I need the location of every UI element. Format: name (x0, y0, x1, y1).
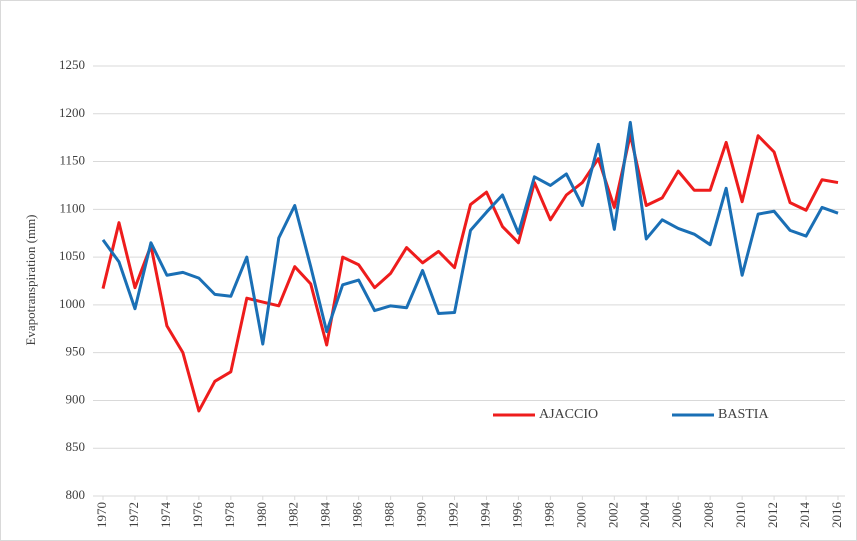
x-tick-label: 1980 (254, 502, 269, 528)
x-tick-label: 2006 (669, 502, 684, 529)
x-tick-label: 1988 (382, 502, 397, 528)
x-tick-label: 1982 (286, 502, 301, 528)
x-tick-label: 2002 (605, 502, 620, 528)
x-tick-label: 2012 (765, 502, 780, 528)
y-tick-label: 850 (66, 439, 86, 454)
y-axis-label: Evapotranspiration (mm) (23, 214, 38, 345)
x-tick-label: 2014 (797, 502, 812, 529)
y-tick-label: 950 (66, 344, 86, 359)
y-tick-label: 1100 (59, 200, 85, 215)
x-tick-label: 1990 (414, 502, 429, 528)
x-tick-label: 1972 (126, 502, 141, 528)
y-tick-label: 1250 (59, 57, 85, 72)
x-tick-label: 1998 (541, 502, 556, 528)
y-tick-label: 1200 (59, 105, 85, 120)
y-tick-label: 1000 (59, 296, 85, 311)
x-tick-label: 1974 (158, 502, 173, 529)
legend-label: AJACCIO (539, 407, 598, 422)
data-line (101, 133, 839, 413)
y-tick-label: 1050 (59, 248, 85, 263)
y-tick-label: 800 (66, 487, 86, 502)
data-line (101, 120, 839, 346)
x-tick-label: 2004 (637, 502, 652, 529)
x-tick-label: 2008 (701, 502, 716, 528)
x-tick-label: 1976 (190, 502, 205, 529)
x-tick-label: 1992 (446, 502, 461, 528)
legend-label: BASTIA (718, 407, 769, 422)
x-tick-label: 1996 (509, 502, 524, 529)
x-tick-label: 1984 (318, 502, 333, 529)
x-tick-label: 2016 (829, 502, 844, 529)
y-tick-label: 1150 (59, 153, 85, 168)
x-tick-label: 1970 (94, 502, 109, 528)
x-tick-label: 1994 (477, 502, 492, 529)
x-tick-label: 1986 (350, 502, 365, 529)
x-tick-label: 1978 (222, 502, 237, 528)
x-tick-label: 2000 (573, 502, 588, 528)
y-tick-label: 900 (66, 391, 86, 406)
x-tick-label: 2010 (733, 502, 748, 528)
